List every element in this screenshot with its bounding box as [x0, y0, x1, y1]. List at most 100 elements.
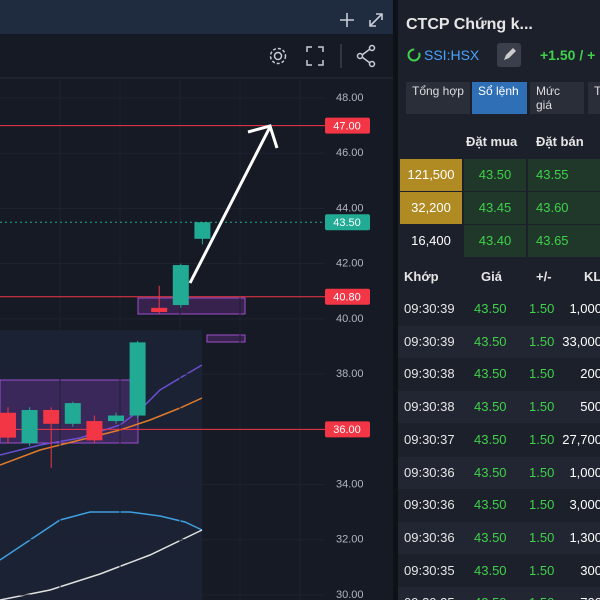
trade-price: 43.50 — [474, 399, 507, 415]
y-tick-label: 38.00 — [336, 368, 364, 380]
candle-body — [0, 412, 16, 438]
status-icon — [407, 48, 421, 62]
price-label-bg — [325, 117, 370, 134]
y-tick-label: 44.00 — [336, 202, 364, 214]
book-row: 32,200 43.45 43.60 — [398, 192, 600, 224]
trade-change: 1.50 — [529, 399, 555, 415]
trade-price: 43.50 — [474, 431, 507, 447]
trade-row: 09:30:36 43.50 1.50 1,300 — [398, 521, 600, 554]
trade-time: 09:30:36 — [404, 464, 455, 480]
price-label: 47.00 — [333, 121, 361, 133]
y-tick-label: 32.00 — [336, 534, 364, 546]
trade-change: 1.50 — [529, 464, 555, 480]
bid-volume: 32,200 — [400, 192, 462, 224]
y-tick-label: 48.00 — [336, 92, 364, 104]
trade-volume: 500 — [580, 399, 600, 415]
book-row: 121,500 43.50 43.55 — [398, 159, 600, 191]
trade-row: 09:30:38 43.50 1.50 500 — [398, 391, 600, 424]
trade-volume: 700 — [580, 587, 600, 600]
toolbar-icons[interactable] — [269, 44, 376, 68]
book-row: 16,400 43.40 43.65 — [398, 225, 600, 257]
trade-volume: 200 — [580, 366, 600, 382]
trade-row: 09:30:37 43.50 1.50 27,700 — [398, 423, 600, 456]
stock-title: CTCP Chứng k... — [406, 16, 533, 33]
change: +1.50 / + — [540, 47, 596, 63]
trade-time: 09:30:36 — [404, 497, 455, 513]
price-label: 43.50 — [333, 217, 361, 229]
trade-header: KL — [584, 269, 600, 284]
trade-volume: 1,000 — [569, 464, 600, 480]
trade-header: +/- — [536, 269, 552, 284]
y-tick-label: 34.00 — [336, 478, 364, 490]
price-label-bg — [325, 421, 370, 438]
candle-body — [129, 342, 146, 416]
trade-change: 1.50 — [529, 366, 555, 382]
y-tick-label: 46.00 — [336, 147, 364, 159]
trade-change: 1.50 — [529, 562, 555, 578]
trade-volume: 300 — [580, 562, 600, 578]
ask-price: 43.55 — [528, 159, 600, 191]
panel-header — [0, 0, 393, 34]
trade-volume: 33,000 — [562, 333, 600, 349]
trade-time: 09:30:38 — [404, 399, 455, 415]
trade-time: 09:30:39 — [404, 333, 455, 349]
candle-body — [86, 421, 103, 441]
trade-row: 09:30:36 43.50 1.50 1,000 — [398, 456, 600, 489]
y-tick-label: 42.00 — [336, 258, 364, 270]
trade-price: 43.50 — [474, 497, 507, 513]
trade-row: 09:30:39 43.50 1.50 33,000 — [398, 325, 600, 358]
tab[interactable]: T — [588, 82, 600, 114]
edit-button[interactable] — [497, 43, 521, 67]
trade-price: 43.50 — [474, 562, 507, 578]
bid-price: 43.45 — [464, 192, 526, 224]
bid-volume: 16,400 — [411, 233, 451, 248]
price-label: 36.00 — [333, 424, 361, 436]
trade-volume: 3,000 — [569, 497, 600, 513]
ask-price: 43.60 — [528, 192, 600, 224]
trade-change: 1.50 — [529, 587, 554, 600]
book-header: Đặt bán — [536, 134, 584, 149]
bid-price: 43.50 — [464, 159, 526, 191]
candle-body — [43, 410, 60, 424]
toolbar — [0, 34, 393, 78]
trade-change: 1.50 — [529, 529, 555, 545]
y-tick-label: 40.00 — [336, 313, 364, 325]
trade-header: Khớp — [404, 269, 439, 284]
price-label: 40.80 — [333, 292, 361, 304]
trade-time: 09:30:35 — [404, 562, 455, 578]
trade-price: 43.50 — [474, 366, 507, 382]
header-icons[interactable] — [340, 13, 383, 27]
ask-price: 43.65 — [528, 225, 600, 257]
trade-time: 09:30:37 — [404, 431, 455, 447]
trade-volume: 27,700 — [562, 431, 600, 447]
trade-time: 09:30:38 — [404, 366, 455, 382]
symbol[interactable]: SSI:HSX — [424, 47, 480, 63]
trade-price: 43.50 — [474, 464, 507, 480]
trade-row: 09:30:35 43.50 1.50 700 — [398, 587, 600, 600]
trade-change: 1.50 — [529, 301, 555, 316]
tab[interactable]: Tổng hợp — [406, 82, 470, 114]
splitter — [393, 0, 398, 600]
trade-price: 43.50 — [474, 587, 507, 600]
arrow — [188, 124, 279, 284]
trade-header: Giá — [481, 269, 502, 284]
candle-body — [108, 415, 124, 422]
tab[interactable]: Sổ lệnh — [472, 82, 527, 114]
trade-price: 43.50 — [474, 529, 507, 545]
trade-volume: 1,300 — [569, 529, 600, 545]
trade-change: 1.50 — [529, 497, 555, 513]
candle-body — [151, 307, 168, 312]
trade-price: 43.50 — [474, 301, 507, 316]
trade-change: 1.50 — [529, 333, 555, 349]
candle-body — [172, 265, 189, 306]
tab[interactable]: Mức giá — [530, 82, 584, 114]
price-label-bg — [325, 214, 370, 231]
trade-time: 09:30:39 — [404, 301, 455, 316]
candle-body — [194, 222, 211, 239]
candle-body — [21, 410, 38, 444]
book-header: Đặt mua — [466, 134, 518, 149]
trade-time: 09:30:36 — [404, 529, 455, 545]
bid-volume: 121,500 — [400, 159, 462, 191]
trade-row: 09:30:39 43.50 1.50 1,000 — [398, 293, 600, 325]
